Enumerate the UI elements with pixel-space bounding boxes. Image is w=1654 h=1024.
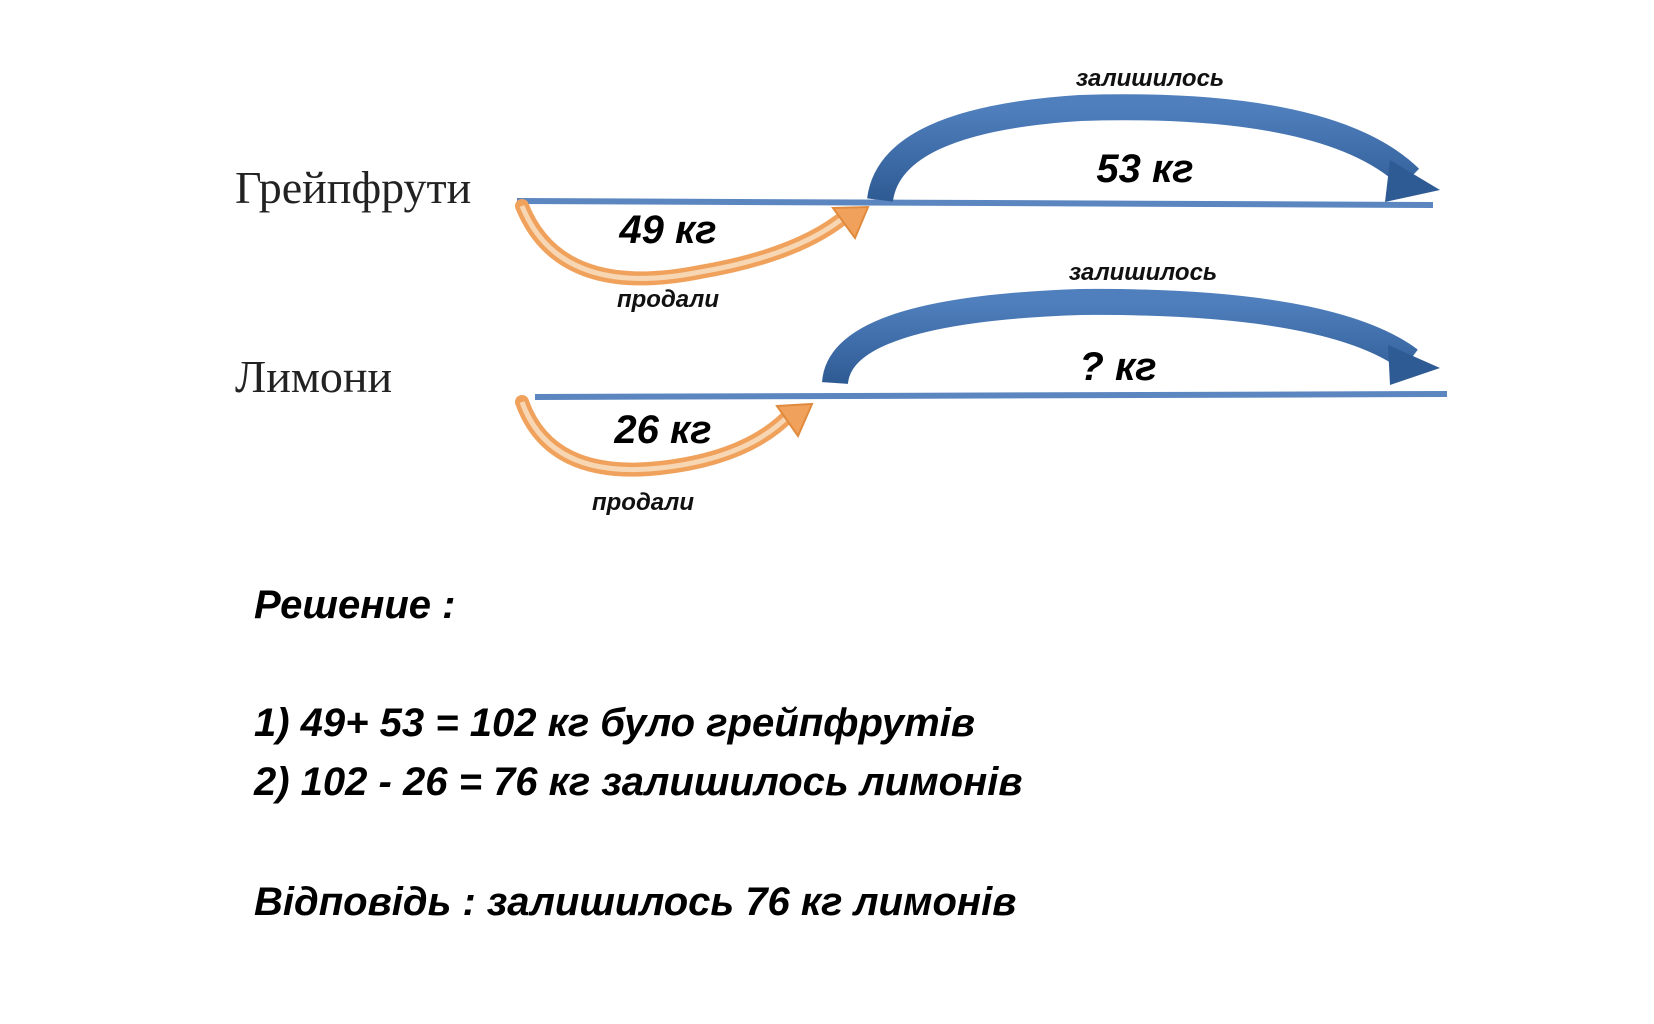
row-label: Грейпфрути xyxy=(235,162,471,213)
sold-arc-highlight xyxy=(519,205,850,281)
row-label: Лимони xyxy=(235,351,392,402)
remaining-caption: залишилось xyxy=(1069,259,1217,286)
remaining-arc xyxy=(867,94,1420,203)
sold-arc-highlight xyxy=(519,401,794,473)
solution-step: 1) 49+ 53 = 102 кг було грейпфрутів xyxy=(254,701,975,745)
solution: Решение : 1) 49+ 53 = 102 кг було грейпф… xyxy=(253,583,1023,924)
row-grapefruits: Грейпфрути залишилось 53 кг 49 кг продал… xyxy=(235,65,1440,313)
remaining-arrowhead xyxy=(1388,345,1440,385)
sold-caption: продали xyxy=(592,489,694,516)
answer: Відповідь : залишилось 76 кг лимонів xyxy=(254,880,1016,924)
segment-line xyxy=(516,198,1434,208)
sold-caption: продали xyxy=(617,286,719,313)
remaining-amount: ? кг xyxy=(1079,345,1156,389)
row-lemons: Лимони залишилось ? кг 26 кг продали xyxy=(235,259,1448,516)
sold-arrowhead xyxy=(831,205,870,241)
remaining-arc xyxy=(822,288,1418,385)
solution-title: Решение : xyxy=(254,583,455,627)
segment-line xyxy=(534,391,1448,400)
remaining-amount: 53 кг xyxy=(1096,147,1193,191)
sold-amount: 26 кг xyxy=(613,408,711,452)
sold-amount: 49 кг xyxy=(618,208,716,252)
solution-step: 2) 102 - 26 = 76 кг залишилось лимонів xyxy=(253,760,1023,804)
remaining-caption: залишилось xyxy=(1076,65,1224,92)
remaining-arrowhead xyxy=(1385,160,1440,202)
sold-arrowhead xyxy=(775,402,814,439)
